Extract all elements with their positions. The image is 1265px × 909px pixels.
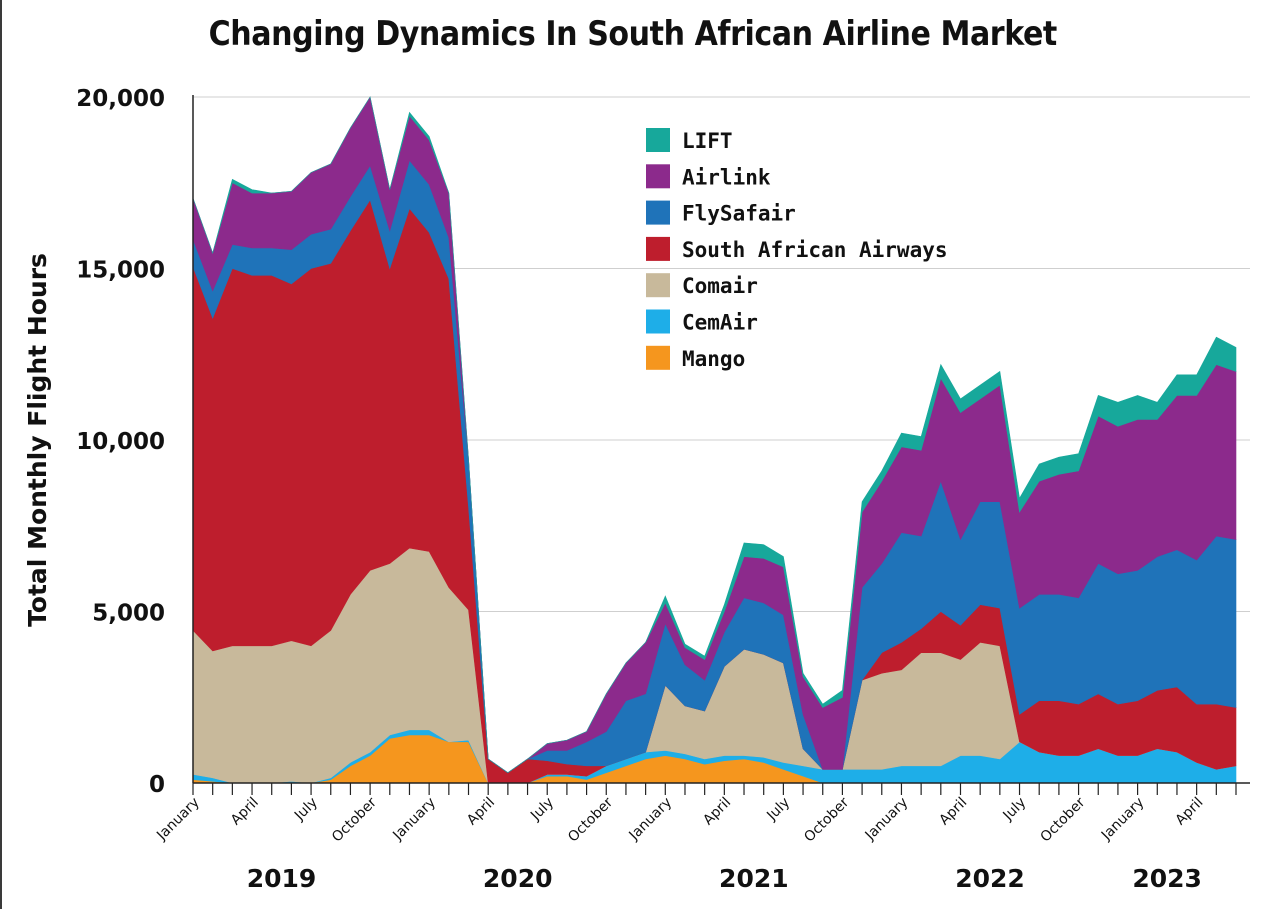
legend-swatch-lift — [646, 128, 670, 152]
legend: LIFT Airlink FlySafair South African Airway… — [646, 128, 948, 371]
y-axis-title: Total Monthly Flight Hours — [23, 253, 52, 627]
x-tick-label: July — [763, 795, 793, 825]
x-tick-label: January — [626, 795, 676, 845]
year-label: 2023 — [1132, 864, 1202, 893]
x-tick-label: July — [1000, 795, 1030, 825]
legend-label-lift: LIFT — [682, 129, 733, 153]
x-tick-label: April — [1173, 795, 1207, 829]
x-tick-label: January — [153, 795, 203, 845]
x-tick-label: January — [1098, 795, 1148, 845]
legend-label-flysafair: FlySafair — [682, 202, 796, 226]
y-tick-label: 20,000 — [76, 86, 165, 112]
legend-swatch-cemair — [646, 309, 670, 334]
year-label: 2021 — [719, 864, 789, 893]
x-tick-label: January — [389, 795, 439, 845]
x-tick-label: July — [291, 795, 321, 825]
legend-label-mango: Mango — [682, 347, 745, 371]
x-tick-label: April — [228, 795, 262, 829]
legend-label-south-african-airways: South African Airways — [682, 238, 948, 262]
legend-label-cemair: CemAir — [682, 311, 758, 335]
x-tick-label: October — [565, 794, 616, 845]
legend-label-airlink: Airlink — [682, 165, 771, 189]
y-tick-label: 0 — [149, 772, 165, 798]
year-label: 2022 — [955, 864, 1025, 893]
year-label: 2019 — [247, 864, 317, 893]
year-labels: 2019 2020 2021 2022 2023 — [247, 864, 1202, 893]
y-tick-labels: 0 5,000 10,000 15,000 20,000 — [76, 86, 165, 798]
chart-title: Changing Dynamics In South African Airli… — [208, 14, 1058, 54]
x-tick-label: April — [700, 795, 734, 829]
legend-swatch-south-african-airways — [646, 236, 670, 261]
image-border — [0, 0, 2, 909]
x-tick-label: October — [801, 794, 852, 845]
legend-swatch-comair — [646, 273, 670, 298]
legend-swatch-airlink — [646, 164, 670, 189]
legend-label-comair: Comair — [682, 274, 758, 298]
y-tick-label: 5,000 — [92, 601, 165, 627]
year-label: 2020 — [483, 864, 553, 893]
axes — [192, 95, 1250, 795]
area-lift — [192, 96, 1237, 774]
x-tick-label: April — [464, 795, 498, 829]
legend-swatch-flysafair — [646, 200, 670, 225]
x-tick-label: January — [862, 795, 912, 845]
x-tick-label: October — [329, 794, 380, 845]
legend-swatch-mango — [646, 345, 670, 370]
x-tick-label: October — [1037, 794, 1088, 845]
x-tick-label: July — [527, 795, 557, 825]
x-tick-label: April — [936, 795, 970, 829]
y-tick-label: 10,000 — [76, 429, 165, 455]
x-tick-labels: January April July October January April July O… — [153, 794, 1206, 845]
y-tick-label: 15,000 — [76, 258, 165, 284]
